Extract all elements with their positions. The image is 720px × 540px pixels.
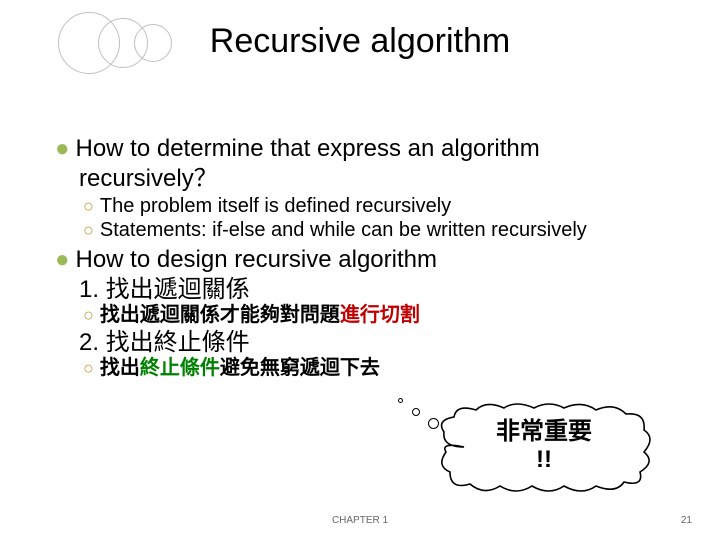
step-2-detail: ○ 找出終止條件避免無窮遞迴下去 xyxy=(83,357,675,380)
sub-bullet-text: Statements: if-else and while can be wri… xyxy=(100,219,587,242)
disc-bullet-icon: ● xyxy=(55,246,70,274)
step-2: 2. 找出終止條件 xyxy=(79,329,675,357)
bullet-determine: ● How to determine that express an algor… xyxy=(55,135,675,163)
bullet-determine-cont: recursively？ xyxy=(79,165,675,193)
step-1-text: 找出遞迴關係才能夠對問題進行切割 xyxy=(100,304,420,327)
callout-cloud: 非常重要 !! xyxy=(434,402,654,492)
step-1-detail: ○ 找出遞迴關係才能夠對問題進行切割 xyxy=(83,304,675,327)
cloud-line2: !! xyxy=(536,446,552,473)
cloud-text: 非常重要 !! xyxy=(434,418,654,474)
disc-bullet-icon: ● xyxy=(55,135,70,163)
footer-chapter: CHAPTER 1 xyxy=(0,515,720,526)
circle-bullet-icon: ○ xyxy=(83,219,94,241)
step-2-post: 避免無窮遞迴下去 xyxy=(220,357,380,379)
circle-bullet-icon: ○ xyxy=(83,195,94,217)
step-1-pre: 找出遞迴關係才能夠對問題 xyxy=(100,304,340,326)
sub-bullet-statements: ○ Statements: if-else and while can be w… xyxy=(83,219,675,242)
cloud-line1: 非常重要 xyxy=(496,418,592,445)
bullet-text: How to design recursive algorithm xyxy=(76,246,438,274)
circle-bullet-icon: ○ xyxy=(83,304,94,326)
step-2-pre: 找出 xyxy=(100,357,140,379)
footer-page-number: 21 xyxy=(681,515,692,526)
bullet-design: ● How to design recursive algorithm xyxy=(55,246,675,274)
circle-bullet-icon: ○ xyxy=(83,357,94,379)
slide-body: ● How to determine that express an algor… xyxy=(55,135,675,381)
sub-bullet-defined: ○ The problem itself is defined recursiv… xyxy=(83,195,675,218)
step-1-red: 進行切割 xyxy=(340,304,420,326)
step-2-text: 找出終止條件避免無窮遞迴下去 xyxy=(100,357,380,380)
bullet-text: How to determine that express an algorit… xyxy=(76,135,540,163)
step-2-green: 終止條件 xyxy=(140,357,220,379)
step-1: 1. 找出遞迴關係 xyxy=(79,276,675,304)
slide-title: Recursive algorithm xyxy=(0,22,720,61)
sub-bullet-text: The problem itself is defined recursivel… xyxy=(100,195,451,218)
